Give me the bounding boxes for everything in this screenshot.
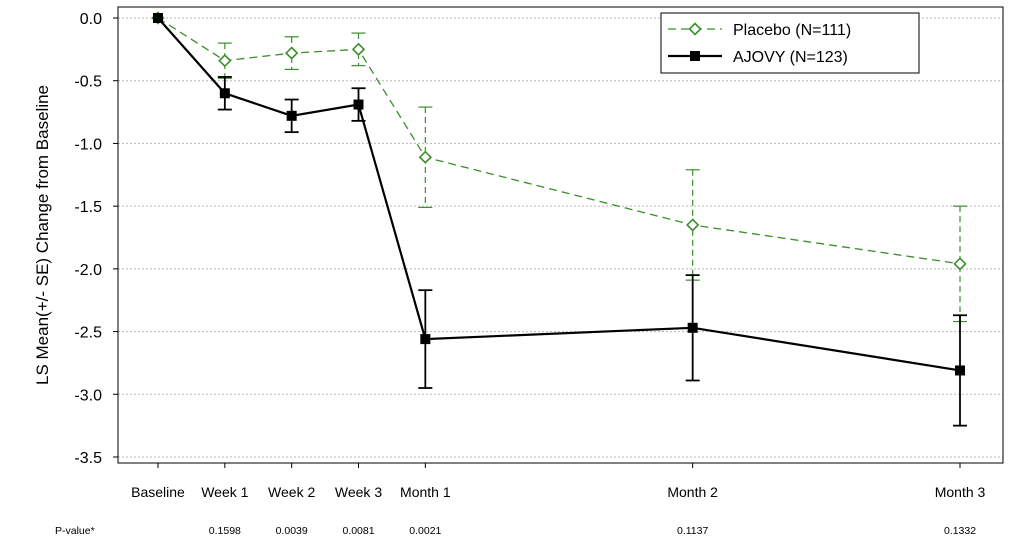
series-placebo bbox=[151, 11, 967, 323]
x-tick-label: Week 3 bbox=[335, 484, 382, 500]
data-point bbox=[153, 13, 163, 23]
series bbox=[151, 11, 967, 427]
y-axis-title: LS Mean(+/- SE) Change from Baseline bbox=[33, 85, 52, 385]
y-tick-label: 0.0 bbox=[80, 11, 102, 28]
y-tick-label: -1.5 bbox=[74, 199, 102, 216]
y-tick-label: -1.0 bbox=[74, 136, 102, 153]
x-tick-label: Month 3 bbox=[935, 484, 986, 500]
data-point bbox=[686, 218, 700, 232]
data-point bbox=[353, 99, 364, 110]
y-tick-label: -0.5 bbox=[74, 74, 102, 91]
pvalue-row: P-value* 0.1598 0.0039 0.0081 0.0021 0.1137 0… bbox=[55, 525, 976, 537]
data-point bbox=[218, 54, 232, 68]
pvalue-label: 0.1137 bbox=[677, 525, 708, 537]
legend-label: Placebo (N=111) bbox=[733, 22, 851, 39]
series-ajovy bbox=[153, 13, 967, 427]
pvalue-label: 0.0021 bbox=[409, 525, 441, 537]
x-tick-label: Month 1 bbox=[400, 484, 451, 500]
data-point bbox=[285, 46, 299, 60]
data-point bbox=[953, 257, 967, 271]
pvalue-label: 0.0081 bbox=[342, 525, 374, 537]
data-point bbox=[286, 110, 297, 121]
plot-frame bbox=[117, 6, 1004, 464]
y-tick-label: -3.0 bbox=[74, 387, 102, 404]
data-point bbox=[219, 88, 230, 99]
grid bbox=[118, 17, 1003, 458]
legend-marker bbox=[690, 51, 700, 61]
legend-box bbox=[660, 12, 920, 74]
x-tick-label: Month 2 bbox=[667, 484, 718, 500]
x-tick-label: Week 1 bbox=[201, 484, 248, 500]
pvalue-label: 0.1598 bbox=[209, 525, 241, 537]
y-axis: 0.0 -0.5 -1.0 -1.5 -2.0 -2.5 -3.0 -3.5 bbox=[74, 11, 118, 467]
x-tick-label: Baseline bbox=[131, 484, 185, 500]
y-tick-label: -2.5 bbox=[74, 325, 102, 342]
data-point bbox=[418, 150, 432, 164]
pvalue-row-label: P-value* bbox=[55, 525, 95, 537]
data-point bbox=[351, 42, 366, 56]
data-point bbox=[955, 365, 965, 376]
x-axis: Baseline Week 1 Week 2 Week 3 Month 1 Month 2… bbox=[131, 463, 986, 500]
legend-label: AJOVY (N=123) bbox=[733, 49, 848, 66]
data-point bbox=[687, 322, 698, 333]
legend: Placebo (N=111) AJOVY (N=123) bbox=[660, 12, 920, 74]
y-tick-label: -2.0 bbox=[74, 262, 102, 279]
x-tick-label: Week 2 bbox=[268, 484, 315, 500]
pvalue-label: 0.1332 bbox=[944, 525, 976, 537]
legend-marker bbox=[688, 22, 702, 36]
data-point bbox=[420, 334, 431, 345]
y-tick-label: -3.5 bbox=[74, 450, 102, 467]
pvalue-label: 0.0039 bbox=[276, 525, 308, 537]
